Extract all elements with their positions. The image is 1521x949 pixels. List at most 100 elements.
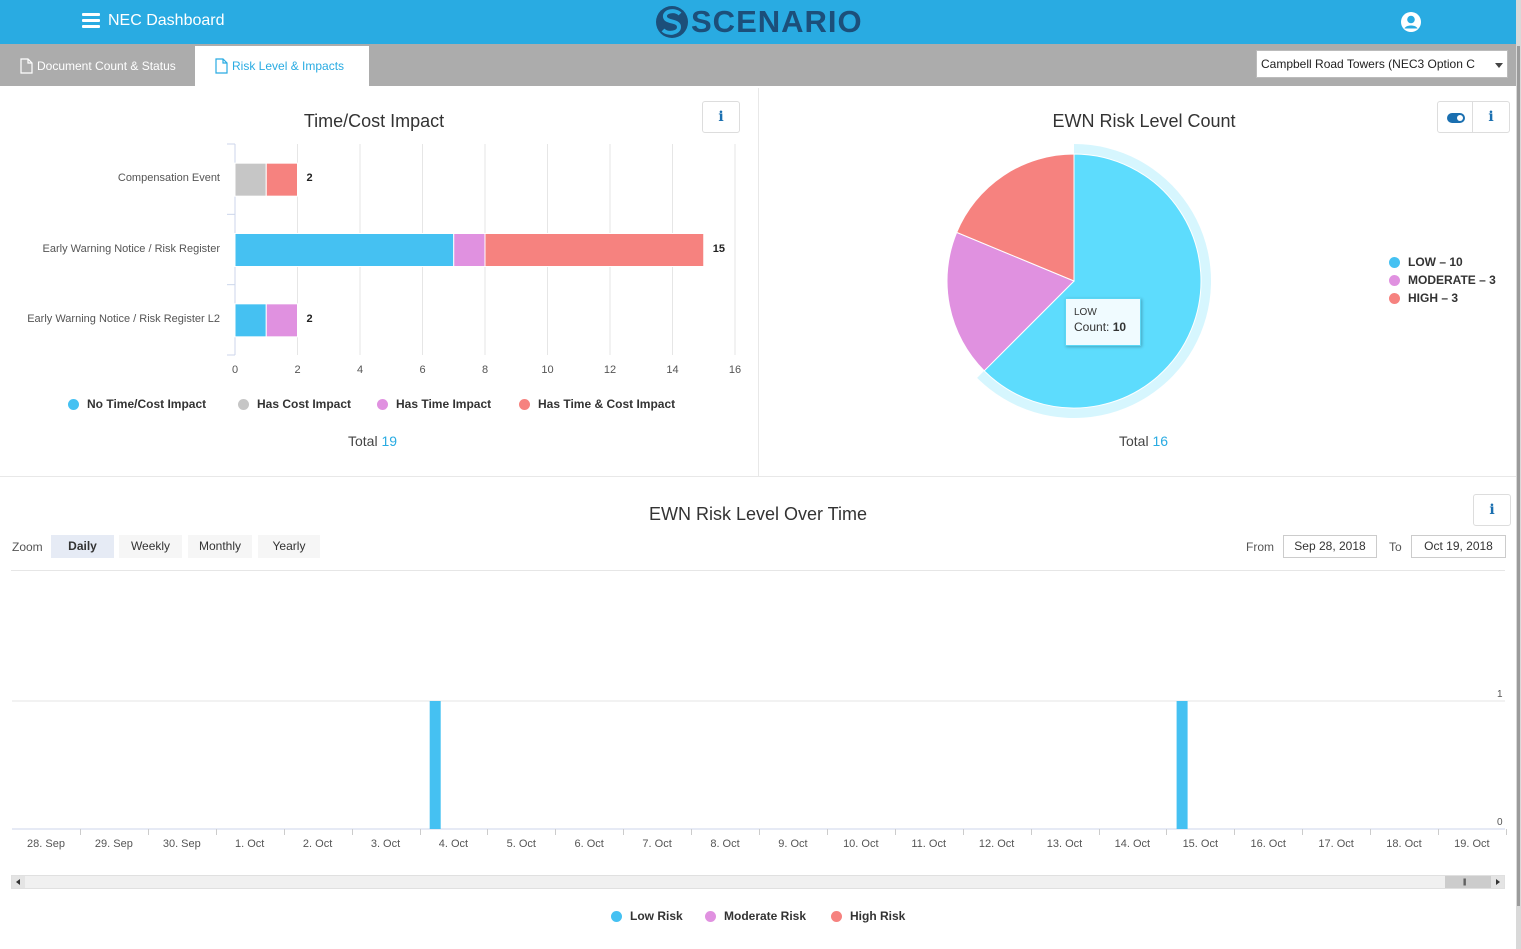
legend-moderate-risk[interactable]: Moderate Risk bbox=[705, 909, 806, 923]
risk-bar-low-risk[interactable] bbox=[1176, 701, 1188, 829]
legend-dot bbox=[68, 398, 79, 410]
x-date-label: 5. Oct bbox=[506, 838, 536, 850]
user-account-icon[interactable] bbox=[1400, 11, 1422, 33]
y-tick-label: 1 bbox=[1497, 689, 1503, 700]
from-date-input[interactable]: Sep 28, 2018 bbox=[1283, 535, 1377, 558]
tooltip-title: LOW bbox=[1074, 307, 1097, 318]
project-select-value: Campbell Road Towers (NEC3 Option C bbox=[1261, 57, 1475, 71]
hamburger-menu-icon[interactable] bbox=[82, 13, 100, 29]
legend-low-risk[interactable]: Low Risk bbox=[611, 909, 683, 923]
legend-dot bbox=[377, 398, 388, 410]
x-date-label: 6. Oct bbox=[574, 838, 604, 850]
pie-slice-low[interactable] bbox=[983, 153, 1202, 409]
x-date-label: 8. Oct bbox=[710, 838, 740, 850]
ewn-count-title: EWN Risk Level Count bbox=[1052, 111, 1236, 131]
to-date-input[interactable]: Oct 19, 2018 bbox=[1411, 535, 1506, 558]
info-icon: i bbox=[718, 109, 724, 125]
chevron-right-icon bbox=[1496, 879, 1500, 885]
zoom-monthly-button[interactable]: Monthly bbox=[188, 535, 252, 558]
from-label: From bbox=[1246, 540, 1274, 554]
legend-label: LOW – 10 bbox=[1408, 255, 1463, 269]
legend-low[interactable]: LOW – 10 bbox=[1389, 255, 1463, 269]
x-tick-mark bbox=[1234, 829, 1236, 835]
x-tick-mark bbox=[1438, 829, 1439, 835]
x-tick-label: 8 bbox=[481, 364, 489, 376]
ewn-count-info-button[interactable]: i bbox=[1472, 101, 1510, 133]
x-tick-mark bbox=[894, 829, 896, 835]
x-date-label: 15. Oct bbox=[1182, 838, 1219, 850]
x-tick-mark bbox=[80, 829, 81, 835]
chart-toggle-button[interactable] bbox=[1437, 101, 1473, 133]
legend-label: High Risk bbox=[850, 909, 906, 923]
ewn-pie-chart bbox=[946, 144, 1211, 418]
pie-tooltip: LOW Count: 10 bbox=[1065, 298, 1141, 346]
chart-navigator-scrollbar[interactable]: ||| bbox=[11, 875, 1505, 889]
legend-time-cost-impact[interactable]: Has Time & Cost Impact bbox=[519, 397, 675, 411]
x-tick-mark bbox=[1505, 829, 1507, 835]
legend-label: HIGH – 3 bbox=[1408, 291, 1459, 305]
legend-label: Has Cost Impact bbox=[257, 397, 352, 411]
bar-segment-time-cost[interactable] bbox=[484, 233, 705, 267]
legend-time-impact[interactable]: Has Time Impact bbox=[377, 397, 491, 411]
project-select[interactable]: Campbell Road Towers (NEC3 Option C bbox=[1256, 50, 1508, 78]
tooltip-count-label: Count: bbox=[1074, 320, 1110, 334]
legend-cost-impact[interactable]: Has Cost Impact bbox=[238, 397, 351, 411]
legend-high[interactable]: HIGH – 3 bbox=[1389, 291, 1458, 305]
legend-dot bbox=[705, 910, 716, 922]
scenario-logo: SCENARIO bbox=[655, 4, 863, 40]
bar-data-label: 2 bbox=[306, 312, 313, 325]
x-tick-mark bbox=[962, 829, 964, 835]
x-date-label: 30. Sep bbox=[162, 838, 201, 850]
legend-moderate[interactable]: MODERATE – 3 bbox=[1389, 273, 1496, 287]
time-cost-chart bbox=[227, 143, 736, 356]
bar-segment-cost[interactable] bbox=[234, 162, 267, 197]
x-date-label: 2. Oct bbox=[302, 838, 333, 850]
chevron-left-icon bbox=[16, 879, 20, 885]
zoom-daily-button[interactable]: Daily bbox=[51, 535, 114, 558]
legend-dot bbox=[1389, 256, 1400, 268]
zoom-yearly-button[interactable]: Yearly bbox=[258, 535, 320, 558]
info-icon: i bbox=[1488, 109, 1494, 125]
legend-high-risk[interactable]: High Risk bbox=[831, 909, 905, 923]
scroll-left-button[interactable] bbox=[12, 876, 25, 888]
bar-segment-time[interactable] bbox=[453, 233, 486, 267]
panel-divider bbox=[0, 476, 1516, 477]
over-time-info-button[interactable]: i bbox=[1473, 494, 1511, 526]
logo-text: SCENARIO bbox=[691, 4, 863, 39]
bar-segment-no-impact[interactable] bbox=[234, 233, 455, 267]
tab-risk-level-impacts[interactable]: Risk Level & Impacts bbox=[195, 46, 369, 86]
legend-label: Has Time & Cost Impact bbox=[538, 397, 676, 411]
bar-segment-time-cost[interactable] bbox=[265, 162, 298, 197]
page-scrollbar-thumb[interactable] bbox=[1517, 46, 1520, 906]
legend-no-impact[interactable]: No Time/Cost Impact bbox=[68, 397, 206, 411]
bar-segment-no-impact[interactable] bbox=[234, 303, 267, 338]
time-cost-info-button[interactable]: i bbox=[702, 101, 740, 133]
total-value: 19 bbox=[381, 433, 398, 449]
x-tick-label: 6 bbox=[419, 364, 426, 376]
legend-label: Has Time Impact bbox=[396, 397, 492, 411]
pie-slice-moderate[interactable] bbox=[946, 231, 1075, 372]
x-tick-label: 14 bbox=[666, 364, 679, 376]
time-cost-total: Total 19 bbox=[348, 433, 397, 449]
scroll-right-button[interactable] bbox=[1491, 876, 1504, 888]
bar-segment-time[interactable] bbox=[265, 303, 298, 338]
risk-bar-low-risk[interactable] bbox=[429, 701, 441, 829]
total-label: Total bbox=[1119, 433, 1149, 449]
x-tick-mark bbox=[691, 829, 693, 835]
x-date-label: 29. Sep bbox=[94, 838, 133, 850]
x-tick-mark bbox=[1030, 829, 1032, 835]
tooltip-count-value: 10 bbox=[1112, 320, 1127, 334]
x-date-label: 18. Oct bbox=[1386, 838, 1422, 850]
app-title: NEC Dashboard bbox=[108, 12, 225, 29]
tooltip-count: Count: 10 bbox=[1074, 320, 1140, 334]
pie-slice-high[interactable] bbox=[956, 153, 1075, 282]
category-label: Early Warning Notice / Risk Register L2 bbox=[27, 312, 220, 325]
x-tick-mark bbox=[1166, 829, 1168, 835]
legend-dot bbox=[1389, 292, 1400, 304]
zoom-weekly-button[interactable]: Weekly bbox=[119, 535, 182, 558]
x-date-label: 19. Oct bbox=[1454, 838, 1490, 850]
x-date-label: 14. Oct bbox=[1114, 838, 1151, 850]
tab-document-count-status[interactable]: Document Count & Status bbox=[0, 46, 195, 86]
y-tick-label: 0 bbox=[1497, 817, 1503, 828]
scrollbar-thumb[interactable]: ||| bbox=[1445, 876, 1491, 888]
